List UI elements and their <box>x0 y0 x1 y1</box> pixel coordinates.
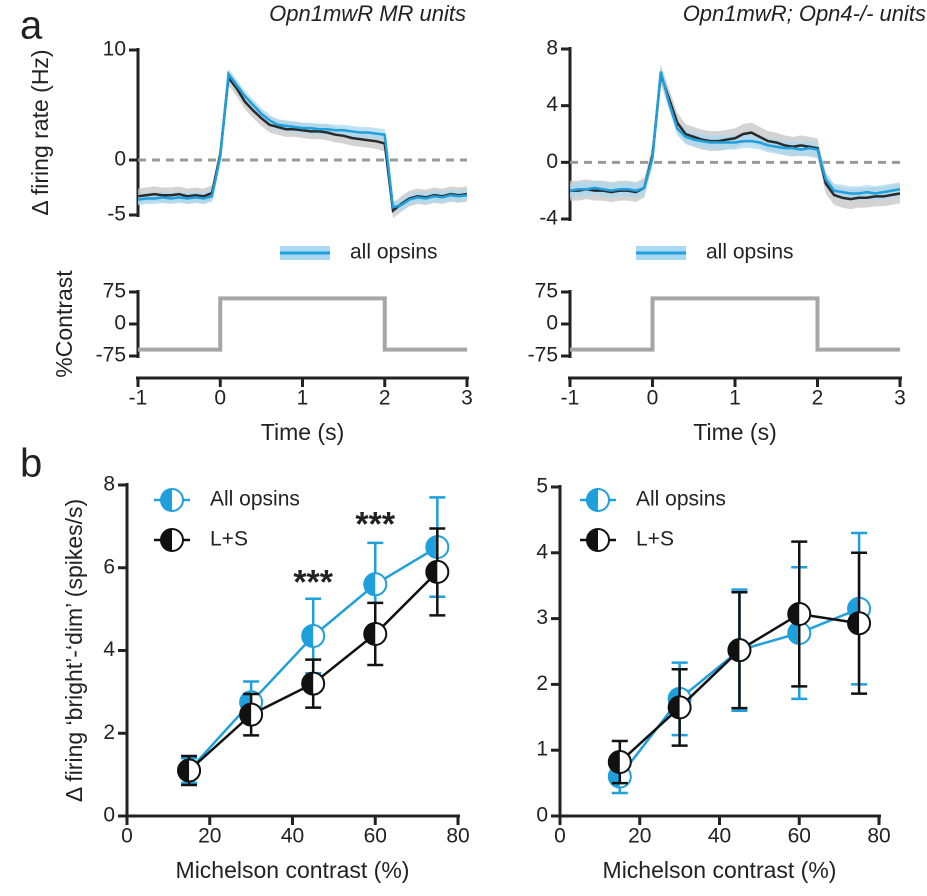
x-tick-label: 1 <box>297 387 309 410</box>
x-tick-label: -1 <box>561 387 580 410</box>
marker-half <box>788 602 800 625</box>
x-tick-label: 3 <box>461 387 473 410</box>
marker-half <box>161 489 172 511</box>
marker-half <box>668 696 680 719</box>
legend-label: All opsins <box>210 488 300 511</box>
x-tick-label: 2 <box>812 387 824 410</box>
y-tick-label: 2 <box>536 672 548 695</box>
y-tick-label: 3 <box>536 606 548 629</box>
y-axis-label: Δ firing rate (Hz) <box>27 49 53 215</box>
x-tick-label: 1 <box>729 387 741 410</box>
line <box>569 71 901 195</box>
panel-label: a <box>20 4 43 48</box>
marker-half <box>788 622 800 645</box>
y-tick-label: 4 <box>546 93 558 116</box>
x-tick-label: -1 <box>129 387 148 410</box>
x-axis-label: Time (s) <box>261 419 344 445</box>
y-tick-label: 0 <box>114 312 126 335</box>
marker-half <box>364 573 376 596</box>
legend-label: L+S <box>210 528 248 551</box>
y-tick-label: 75 <box>103 280 126 303</box>
marker-half <box>426 560 438 583</box>
x-tick-label: 0 <box>554 825 566 848</box>
y-tick-label: 0 <box>114 148 126 171</box>
y-tick-label: -4 <box>539 207 558 230</box>
marker-half <box>364 622 376 645</box>
marker-half <box>426 536 438 559</box>
x-tick-label: 20 <box>628 825 651 848</box>
marker-half <box>608 751 620 774</box>
y-tick-label: -75 <box>96 344 126 367</box>
x-axis-label: Michelson contrast (%) <box>176 857 410 883</box>
y-tick-label: -75 <box>528 344 558 367</box>
y-tick-label: 1 <box>536 738 548 761</box>
y-axis-label: %Contrast <box>51 270 77 378</box>
y-tick-label: 6 <box>103 555 115 578</box>
line <box>137 70 468 209</box>
y-tick-label: 4 <box>536 540 548 563</box>
x-tick-label: 3 <box>894 387 906 410</box>
x-tick-label: 80 <box>867 825 890 848</box>
x-axis-label: Michelson contrast (%) <box>603 857 837 883</box>
x-tick-label: 20 <box>198 825 221 848</box>
legend-label: All opsins <box>636 488 726 511</box>
legend-label: L+S <box>636 528 674 551</box>
legend-label: all opsins <box>350 241 438 264</box>
error-band <box>570 64 900 201</box>
y-tick-label: 2 <box>103 721 115 744</box>
y-tick-label: 0 <box>546 150 558 173</box>
marker-half <box>587 529 598 551</box>
annotation: *** <box>355 505 395 543</box>
line <box>570 296 900 352</box>
x-tick-label: 0 <box>214 387 226 410</box>
y-tick-label: 0 <box>103 804 115 827</box>
line <box>138 296 467 352</box>
panel-label: b <box>20 442 42 486</box>
x-tick-label: 80 <box>446 825 469 848</box>
y-axis-label: Δ firing ‘bright’-‘dim’ (spikes/s) <box>61 499 87 802</box>
x-tick-label: 60 <box>788 825 811 848</box>
marker-half <box>302 672 314 695</box>
marker-half <box>240 703 252 726</box>
y-tick-label: 4 <box>103 638 115 661</box>
x-tick-label: 40 <box>281 825 304 848</box>
x-axis-label: Time (s) <box>693 419 776 445</box>
marker-half <box>161 529 172 551</box>
chart-title: Opn1mwR MR units <box>269 1 466 26</box>
x-tick-label: 2 <box>379 387 391 410</box>
x-tick-label: 60 <box>364 825 387 848</box>
chart-title: Opn1mwR; Opn4-/- units <box>683 1 926 26</box>
y-tick-label: 8 <box>103 473 115 496</box>
marker-half <box>848 612 860 635</box>
y-tick-label: 8 <box>546 37 558 60</box>
marker-half <box>587 489 598 511</box>
y-tick-label: 10 <box>103 38 126 61</box>
x-tick-label: 0 <box>121 825 133 848</box>
y-tick-label: -5 <box>107 203 126 226</box>
marker-half <box>728 639 740 662</box>
y-tick-label: 0 <box>536 804 548 827</box>
marker-half <box>178 759 190 782</box>
y-tick-label: 0 <box>546 312 558 335</box>
marker-half <box>302 625 314 648</box>
annotation: *** <box>293 563 333 601</box>
line <box>570 74 901 201</box>
x-tick-label: 0 <box>647 387 659 410</box>
legend-label: all opsins <box>706 241 794 264</box>
y-tick-label: 5 <box>536 475 548 498</box>
x-tick-label: 40 <box>708 825 731 848</box>
y-tick-label: 75 <box>535 280 558 303</box>
